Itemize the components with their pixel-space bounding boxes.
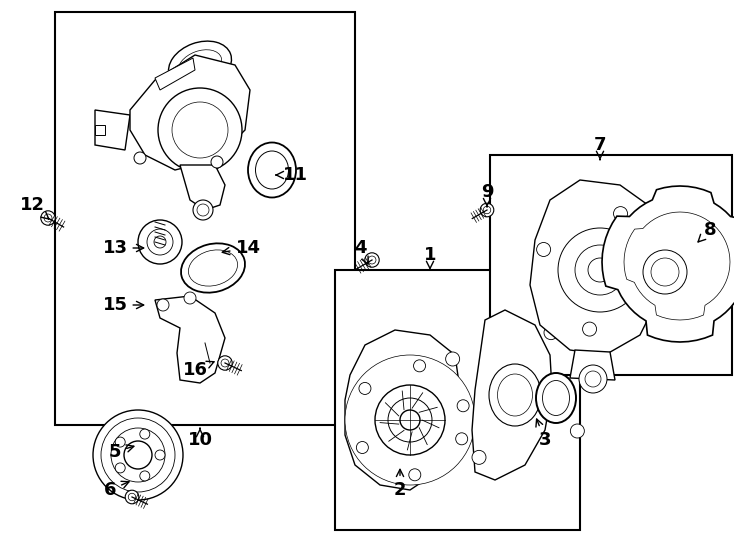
- Circle shape: [41, 211, 55, 225]
- Ellipse shape: [489, 364, 541, 426]
- Polygon shape: [155, 296, 225, 383]
- Text: 12: 12: [20, 196, 49, 219]
- Ellipse shape: [248, 143, 296, 198]
- Circle shape: [126, 490, 139, 504]
- Circle shape: [44, 214, 52, 222]
- Circle shape: [357, 442, 368, 454]
- Text: 11: 11: [276, 166, 308, 184]
- Circle shape: [128, 493, 136, 501]
- Circle shape: [388, 398, 432, 442]
- Ellipse shape: [255, 151, 288, 189]
- Circle shape: [221, 359, 229, 367]
- Text: 2: 2: [393, 469, 406, 499]
- Ellipse shape: [536, 373, 576, 423]
- Circle shape: [368, 256, 376, 264]
- Polygon shape: [624, 212, 730, 320]
- Circle shape: [157, 299, 169, 311]
- Text: 7: 7: [594, 136, 606, 160]
- Text: 15: 15: [103, 296, 144, 314]
- Text: 10: 10: [187, 428, 213, 449]
- Text: 16: 16: [183, 361, 214, 379]
- Circle shape: [218, 356, 232, 370]
- Circle shape: [115, 463, 126, 473]
- Circle shape: [154, 236, 166, 248]
- Ellipse shape: [498, 374, 532, 416]
- Circle shape: [359, 382, 371, 394]
- Bar: [335, 270, 580, 530]
- Circle shape: [139, 471, 150, 481]
- Circle shape: [645, 293, 659, 307]
- Circle shape: [138, 220, 182, 264]
- Ellipse shape: [169, 41, 231, 89]
- Text: 4: 4: [354, 239, 368, 264]
- Text: 3: 3: [536, 419, 551, 449]
- Polygon shape: [95, 110, 130, 150]
- Text: 5: 5: [109, 443, 134, 461]
- Circle shape: [544, 326, 558, 340]
- Circle shape: [651, 258, 679, 286]
- Ellipse shape: [542, 381, 570, 415]
- Circle shape: [472, 450, 486, 464]
- Ellipse shape: [189, 250, 238, 286]
- Text: 13: 13: [103, 239, 144, 257]
- Circle shape: [480, 203, 494, 217]
- Bar: [55, 12, 355, 425]
- Circle shape: [537, 242, 550, 256]
- Circle shape: [184, 292, 196, 304]
- Polygon shape: [180, 165, 225, 210]
- Polygon shape: [155, 58, 195, 90]
- Text: 1: 1: [424, 246, 436, 269]
- Circle shape: [158, 88, 242, 172]
- Circle shape: [115, 437, 126, 447]
- Circle shape: [457, 400, 469, 412]
- Circle shape: [579, 365, 607, 393]
- Polygon shape: [130, 55, 250, 170]
- Circle shape: [483, 206, 491, 214]
- Circle shape: [456, 433, 468, 445]
- Circle shape: [134, 152, 146, 164]
- Circle shape: [365, 253, 379, 267]
- Polygon shape: [530, 180, 665, 355]
- Text: 9: 9: [481, 183, 493, 207]
- Polygon shape: [472, 310, 552, 480]
- Circle shape: [446, 352, 459, 366]
- Polygon shape: [602, 186, 734, 342]
- Circle shape: [172, 102, 228, 158]
- Ellipse shape: [178, 50, 222, 80]
- Bar: [490, 155, 732, 375]
- Ellipse shape: [181, 244, 245, 293]
- Circle shape: [197, 204, 209, 216]
- Circle shape: [124, 441, 152, 469]
- Text: 14: 14: [222, 239, 261, 257]
- Circle shape: [400, 410, 420, 430]
- Circle shape: [409, 469, 421, 481]
- Circle shape: [211, 156, 223, 168]
- Text: 6: 6: [103, 481, 129, 499]
- Circle shape: [155, 450, 165, 460]
- Circle shape: [111, 428, 165, 482]
- Circle shape: [585, 371, 601, 387]
- Polygon shape: [95, 125, 105, 135]
- Circle shape: [345, 355, 475, 485]
- Circle shape: [375, 385, 445, 455]
- Circle shape: [570, 424, 584, 438]
- Circle shape: [575, 245, 625, 295]
- Polygon shape: [345, 330, 460, 490]
- Circle shape: [147, 229, 173, 255]
- Circle shape: [413, 360, 426, 372]
- Circle shape: [643, 250, 687, 294]
- Circle shape: [583, 322, 597, 336]
- Circle shape: [101, 418, 175, 492]
- Circle shape: [558, 228, 642, 312]
- Text: 8: 8: [698, 221, 716, 242]
- Circle shape: [193, 200, 213, 220]
- Circle shape: [139, 429, 150, 439]
- Circle shape: [614, 207, 628, 221]
- Circle shape: [93, 410, 183, 500]
- Polygon shape: [570, 350, 615, 380]
- Circle shape: [588, 258, 612, 282]
